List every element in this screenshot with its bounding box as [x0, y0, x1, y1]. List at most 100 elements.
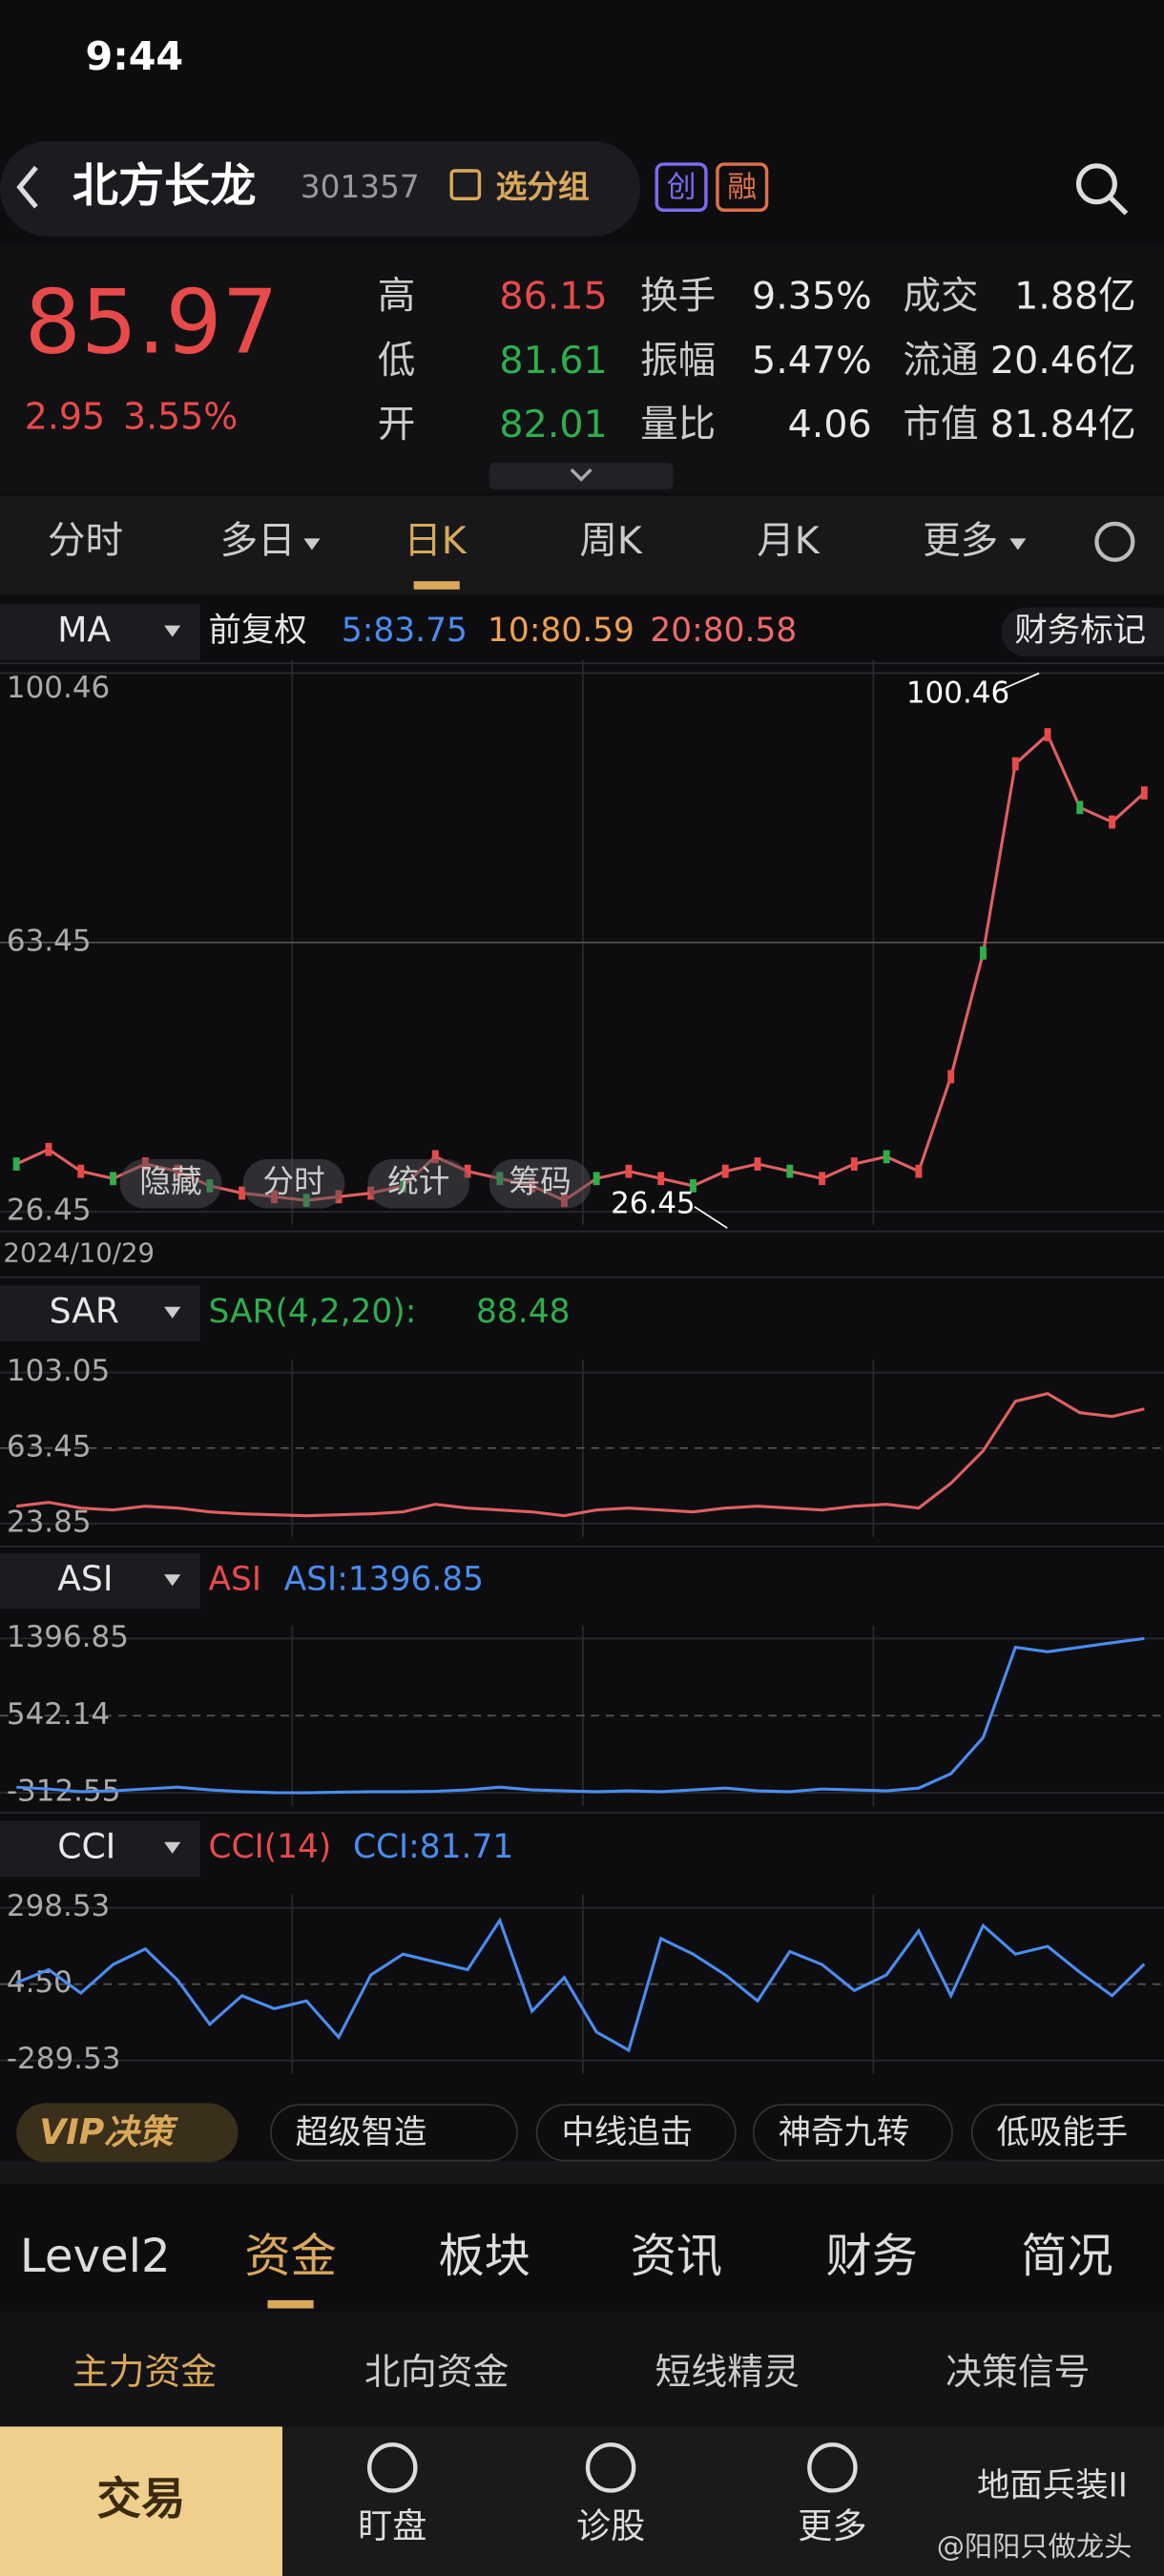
stat-value: 81.84亿 — [990, 403, 1136, 447]
candle — [915, 1164, 923, 1178]
vip-label: VIP决策 — [39, 2111, 178, 2152]
vip-pill[interactable] — [16, 2103, 239, 2163]
feature-label: 神奇九转 — [779, 2114, 910, 2152]
period-tab[interactable]: 更多 — [923, 519, 998, 563]
settings-icon[interactable] — [1094, 521, 1135, 562]
trade-button[interactable] — [0, 2426, 282, 2576]
panel-name: SAR — [50, 1291, 119, 1332]
stock-name: 北方长龙 — [73, 159, 257, 213]
candle — [1011, 757, 1019, 771]
indicator-name: MA — [57, 610, 111, 651]
candle — [690, 1179, 696, 1193]
header-pill — [0, 140, 641, 237]
stat-value: 86.15 — [499, 275, 607, 319]
period-tab[interactable]: 月K — [757, 519, 821, 563]
period-tab[interactable]: 多日 — [220, 519, 296, 563]
y-tick-label: 100.46 — [7, 671, 110, 705]
period-tab[interactable]: 周K — [579, 519, 643, 563]
price-change: 2.95 — [25, 395, 105, 437]
stat-value: 5.47% — [752, 339, 872, 383]
period-tab[interactable]: 日K — [404, 519, 468, 563]
tool-button[interactable] — [119, 1158, 222, 1209]
info-tab[interactable]: 财务 — [826, 2230, 918, 2283]
low-pointer — [694, 1206, 728, 1229]
info-tab[interactable]: 简况 — [1021, 2230, 1112, 2283]
sub-tab[interactable]: 北向资金 — [364, 2351, 509, 2393]
feature-pill[interactable] — [752, 2104, 953, 2162]
candle — [110, 1172, 116, 1186]
y-tick-label: -289.53 — [7, 2042, 121, 2076]
info-tab[interactable]: 板块 — [438, 2230, 530, 2283]
candle — [721, 1164, 729, 1178]
candle — [850, 1157, 858, 1171]
sub-tab[interactable]: 短线精灵 — [655, 2351, 800, 2393]
search-icon-handle — [1108, 195, 1129, 216]
badge: 创 — [667, 170, 696, 204]
panel-label: SAR(4,2,20): — [209, 1293, 417, 1331]
panel-select[interactable] — [0, 1285, 200, 1341]
nav-label[interactable]: 更多 — [798, 2505, 866, 2546]
stat-label: 市值 — [903, 403, 978, 447]
stat-value: 20.46亿 — [990, 339, 1136, 383]
candle — [77, 1164, 85, 1178]
nav-icon[interactable] — [807, 2442, 858, 2493]
info-tab[interactable]: 资金 — [244, 2230, 336, 2283]
candle — [625, 1164, 633, 1178]
sub-tab[interactable]: 主力资金 — [73, 2351, 217, 2393]
y-tick-label: 1396.85 — [7, 1620, 129, 1654]
ma-select[interactable] — [0, 604, 200, 660]
feature-label: 中线追击 — [561, 2114, 693, 2152]
period-tab[interactable]: 分时 — [48, 519, 123, 563]
nav-icon[interactable] — [367, 2442, 418, 2493]
panel-value: ASI:1396.85 — [284, 1561, 484, 1599]
stock-code: 301357 — [301, 169, 420, 205]
back-icon[interactable] — [16, 165, 38, 209]
high-label: 100.46 — [906, 675, 1009, 710]
sub-tab[interactable]: 决策信号 — [946, 2351, 1090, 2393]
add-group[interactable]: 选分组 — [496, 169, 590, 205]
y-tick-label: 63.45 — [7, 924, 92, 958]
badge: 融 — [727, 170, 757, 204]
tool-button[interactable] — [367, 1158, 470, 1209]
tab-bar — [0, 495, 1164, 594]
candle — [657, 1172, 665, 1186]
feature-pill[interactable] — [270, 2104, 518, 2162]
badge-box — [716, 162, 769, 212]
tool-button[interactable] — [488, 1158, 592, 1209]
info-tab[interactable]: Level2 — [20, 2230, 171, 2283]
price-change-pct: 3.55% — [123, 395, 238, 437]
tool-label: 隐藏 — [139, 1164, 201, 1200]
panel-select[interactable] — [0, 1552, 200, 1610]
expand-handle[interactable] — [488, 463, 674, 489]
start-date: 2024/10/29 — [3, 1238, 155, 1269]
active-tab-indicator — [413, 581, 460, 590]
panel-value: 88.48 — [476, 1293, 570, 1331]
info-tab[interactable]: 资讯 — [631, 2230, 722, 2283]
panel-select[interactable] — [0, 1820, 200, 1877]
nav-label[interactable]: 盯盘 — [358, 2505, 426, 2546]
panel-label: ASI — [209, 1561, 262, 1599]
tool-button[interactable] — [242, 1158, 345, 1209]
feature-label: 低吸能手 — [996, 2114, 1128, 2152]
candle — [786, 1164, 794, 1178]
stat-label: 振幅 — [640, 339, 716, 383]
ma5: 5:83.75 — [342, 612, 468, 650]
nav-icon[interactable] — [585, 2442, 636, 2493]
panel-name: ASI — [57, 1558, 113, 1599]
candle — [754, 1157, 761, 1171]
finance-mark[interactable]: 财务标记 — [1014, 612, 1146, 650]
candle — [819, 1172, 826, 1186]
divider — [0, 2160, 1164, 2184]
stat-label: 低 — [378, 339, 416, 383]
dropdown-arrow — [164, 625, 181, 637]
feature-pill[interactable] — [535, 2104, 737, 2162]
candle — [239, 1186, 246, 1200]
candle — [883, 1150, 890, 1164]
last-price: 85.97 — [25, 271, 279, 374]
search-icon[interactable] — [1075, 163, 1117, 205]
candle — [464, 1164, 471, 1178]
nav-label[interactable]: 诊股 — [576, 2505, 645, 2546]
feature-pill[interactable] — [970, 2104, 1164, 2162]
tool-label: 筹码 — [509, 1164, 571, 1200]
dropdown-arrow — [164, 1306, 181, 1319]
